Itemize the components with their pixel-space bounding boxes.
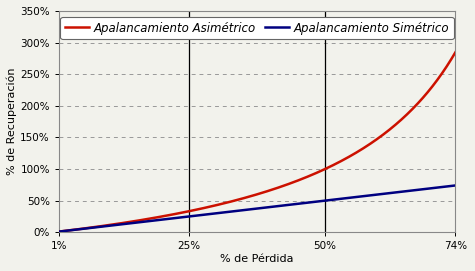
Apalancamiento Simétrico	[271, 205, 276, 208]
Apalancamiento Asimétrico	[453, 51, 458, 54]
Apalancamiento Asimétrico	[271, 188, 276, 191]
Apalancamiento Simétrico	[381, 192, 387, 195]
Apalancamiento Simétrico	[247, 208, 252, 211]
Line: Apalancamiento Simétrico: Apalancamiento Simétrico	[59, 185, 456, 232]
Apalancamiento Simétrico	[292, 202, 298, 206]
Apalancamiento Asimétrico	[443, 66, 449, 69]
Apalancamiento Asimétrico	[56, 230, 62, 233]
Apalancamiento Asimétrico	[292, 180, 298, 183]
Line: Apalancamiento Asimétrico: Apalancamiento Asimétrico	[59, 52, 456, 232]
Legend: Apalancamiento Asimétrico, Apalancamiento Simétrico: Apalancamiento Asimétrico, Apalancamient…	[60, 17, 454, 39]
Y-axis label: % de Recuperación: % de Recuperación	[7, 68, 18, 175]
Apalancamiento Asimétrico	[381, 133, 387, 136]
Apalancamiento Simétrico	[453, 184, 458, 187]
Apalancamiento Simétrico	[443, 185, 449, 188]
Apalancamiento Simétrico	[56, 230, 62, 233]
Apalancamiento Simétrico	[244, 208, 250, 211]
Apalancamiento Asimétrico	[244, 196, 250, 199]
X-axis label: % de Pérdida: % de Pérdida	[220, 254, 294, 264]
Apalancamiento Asimétrico	[247, 195, 252, 198]
